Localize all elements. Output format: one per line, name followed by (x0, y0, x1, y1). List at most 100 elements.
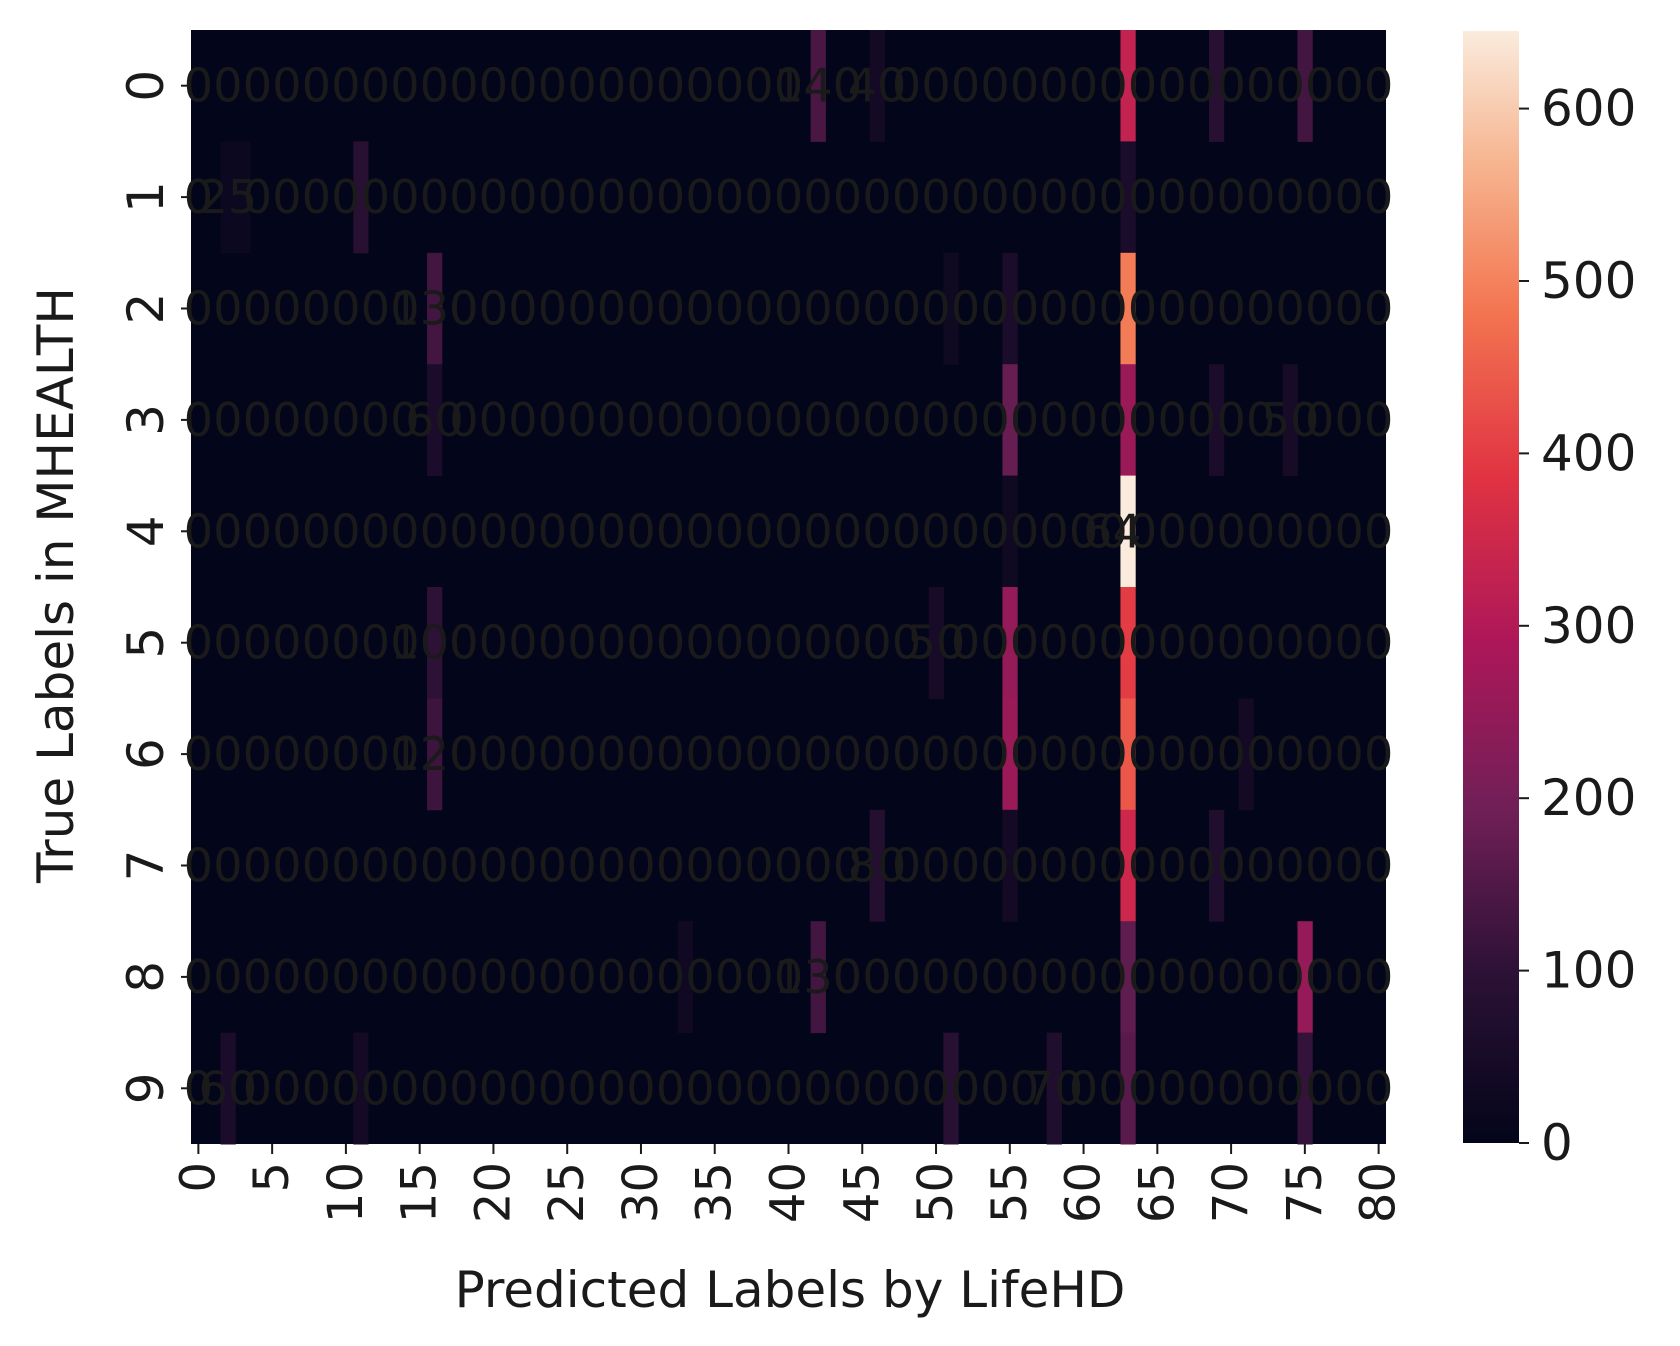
cell-annotation: 0 (1157, 616, 1186, 670)
cell-annotation: 0 (774, 393, 803, 447)
cell-annotation: 0 (1069, 59, 1098, 113)
cell-annotation: 0 (302, 839, 331, 893)
x-tick-label: 30 (613, 1162, 669, 1223)
cell-annotation: 0 (508, 282, 537, 336)
cell-annotation: 0 (213, 504, 242, 558)
cell-annotation: 0 (1246, 282, 1275, 336)
cell-annotation: 0 (420, 59, 449, 113)
heatmap-cell (427, 698, 443, 811)
heatmap-cell (1120, 587, 1136, 699)
heatmap-cell (1282, 364, 1298, 477)
heatmap-cell (220, 1032, 236, 1145)
cell-annotation: 0 (862, 616, 891, 670)
cell-annotation: 0 (1157, 504, 1186, 558)
cell-annotation: 0 (862, 950, 891, 1004)
cell-annotation: 0 (213, 727, 242, 781)
cell-annotation: 0 (1187, 170, 1216, 224)
cell-annotation: 0 (243, 59, 272, 113)
cell-annotation: 0 (1364, 170, 1393, 224)
cell-annotation: 0 (1128, 393, 1157, 447)
cell-annotation: 0 (892, 282, 921, 336)
cell-annotation: 70 (1025, 1061, 1084, 1115)
cell-annotation: 0 (980, 170, 1009, 224)
cell-annotation: 0 (951, 170, 980, 224)
cell-annotation: 0 (1039, 950, 1068, 1004)
heatmap-cell (353, 141, 369, 254)
cell-annotation: 0 (1275, 504, 1304, 558)
cell-annotation: 0 (744, 59, 773, 113)
cell-annotation: 0 (1098, 59, 1127, 113)
cell-annotation: 0 (980, 59, 1009, 113)
cell-annotation: 0 (1275, 59, 1304, 113)
cell-annotation: 0 (656, 839, 685, 893)
colorbar-tick-label: 600 (1541, 80, 1636, 138)
cell-annotation: 0 (1216, 170, 1245, 224)
cell-annotation: 0 (1187, 282, 1216, 336)
cell-annotation: 0 (302, 616, 331, 670)
cell-annotation: 0 (479, 1061, 508, 1115)
heatmap-cell (427, 587, 443, 699)
cell-annotation: 0 (1039, 504, 1068, 558)
cell-annotation: 0 (685, 59, 714, 113)
cell-annotation: 0 (302, 504, 331, 558)
cell-annotation: 0 (243, 727, 272, 781)
cell-annotation: 0 (921, 170, 950, 224)
cell-annotation: 0 (1334, 1061, 1363, 1115)
cell-annotation: 0 (449, 504, 478, 558)
cell-annotation: 0 (626, 1061, 655, 1115)
cell-annotation: 0 (213, 839, 242, 893)
cell-annotation: 0 (803, 170, 832, 224)
cell-annotation: 0 (892, 170, 921, 224)
cell-annotation: 0 (1305, 393, 1334, 447)
cell-annotation: 0 (243, 393, 272, 447)
cell-annotation: 0 (1246, 727, 1275, 781)
cell-annotation: 0 (479, 59, 508, 113)
x-tick-label: 60 (1056, 1162, 1112, 1223)
cell-annotation: 0 (1157, 170, 1186, 224)
x-tick-label: 50 (908, 1162, 964, 1223)
cell-annotation: 0 (1157, 839, 1186, 893)
cell-annotation: 0 (361, 727, 390, 781)
cell-annotation: 0 (1187, 950, 1216, 1004)
cell-annotation: 0 (1246, 170, 1275, 224)
cell-annotation: 0 (980, 839, 1009, 893)
cell-annotation: 0 (892, 504, 921, 558)
heatmap-cell (1297, 1032, 1313, 1145)
heatmap-cell (810, 921, 826, 1034)
cell-annotation: 0 (685, 282, 714, 336)
cell-annotation: 0 (1098, 282, 1127, 336)
cell-annotation: 40 (848, 59, 907, 113)
cell-annotation: 0 (803, 393, 832, 447)
cell-annotation: 0 (803, 282, 832, 336)
cell-annotation: 0 (243, 504, 272, 558)
cell-annotation: 0 (479, 727, 508, 781)
cell-annotation: 0 (715, 839, 744, 893)
cell-annotation: 0 (331, 727, 360, 781)
cell-annotation: 0 (302, 282, 331, 336)
cell-annotation: 0 (656, 282, 685, 336)
cell-annotation: 0 (656, 616, 685, 670)
cell-annotation: 0 (1334, 839, 1363, 893)
cell-annotation: 0 (1364, 839, 1393, 893)
cell-annotation: 0 (508, 504, 537, 558)
cell-annotation: 0 (1275, 950, 1304, 1004)
cell-annotation: 0 (1128, 282, 1157, 336)
cell-annotation: 0 (538, 950, 567, 1004)
cell-annotation: 0 (744, 170, 773, 224)
cell-annotation: 0 (243, 1061, 272, 1115)
x-tick-label: 35 (687, 1162, 743, 1223)
cell-annotation: 0 (272, 170, 301, 224)
cell-annotation: 120 (391, 727, 479, 781)
cell-annotation: 0 (1275, 282, 1304, 336)
cell-annotation: 0 (1364, 504, 1393, 558)
cell-annotation: 0 (213, 393, 242, 447)
cell-annotation: 0 (1275, 839, 1304, 893)
cell-annotation: 0 (656, 727, 685, 781)
x-tick-label: 75 (1277, 1162, 1333, 1223)
cell-annotation: 0 (449, 170, 478, 224)
cell-annotation: 0 (951, 59, 980, 113)
cell-annotation: 0 (892, 839, 921, 893)
cell-annotation: 0 (862, 393, 891, 447)
cell-annotation: 0 (685, 727, 714, 781)
cell-annotation: 0 (361, 170, 390, 224)
